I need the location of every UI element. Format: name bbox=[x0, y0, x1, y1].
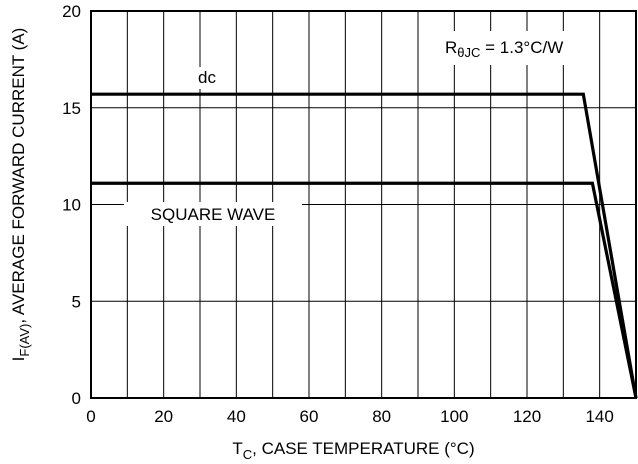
thermal-resistance-annotation: RθJC = 1.3°C/W bbox=[445, 38, 563, 60]
grid-lines bbox=[91, 11, 636, 398]
x-tick-label: 80 bbox=[372, 407, 391, 426]
series-label-square-wave: SQUARE WAVE bbox=[151, 205, 276, 224]
x-tick-label: 120 bbox=[513, 407, 541, 426]
x-tick-label: 40 bbox=[227, 407, 246, 426]
x-axis-label-symbol: T bbox=[232, 439, 242, 458]
square-wave-label-background bbox=[124, 202, 302, 226]
annotation-background bbox=[438, 31, 596, 65]
x-tick-label: 100 bbox=[440, 407, 468, 426]
dc-label-background bbox=[192, 67, 222, 89]
series-label-dc: dc bbox=[198, 68, 216, 87]
y-axis-label-text: , AVERAGE FORWARD CURRENT (A) bbox=[9, 28, 28, 324]
annotation-value: = 1.3°C/W bbox=[480, 38, 563, 57]
series-line-dc bbox=[91, 92, 638, 399]
annotation-symbol: R bbox=[445, 38, 457, 57]
x-axis-label-text: , CASE TEMPERATURE (°C) bbox=[252, 439, 474, 458]
y-tick-label: 10 bbox=[62, 196, 81, 215]
annotation-subscript: θJC bbox=[457, 45, 480, 60]
x-tick-label: 60 bbox=[300, 407, 319, 426]
y-tick-label: 0 bbox=[72, 389, 81, 408]
y-axis-label-symbol: I bbox=[9, 357, 28, 362]
x-axis-label: TC, CASE TEMPERATURE (°C) bbox=[232, 439, 474, 462]
y-tick-label: 20 bbox=[62, 2, 81, 21]
x-tick-label: 0 bbox=[86, 407, 95, 426]
x-axis-label-subscript: C bbox=[243, 447, 252, 462]
y-tick-labels: 0 5 10 15 20 bbox=[62, 2, 81, 408]
y-axis-label: IF(AV), AVERAGE FORWARD CURRENT (A) bbox=[9, 28, 32, 362]
x-tick-labels: 0 20 40 60 80 100 120 140 bbox=[86, 407, 614, 426]
series-layer bbox=[91, 92, 638, 399]
y-axis-label-subscript: F(AV) bbox=[17, 324, 32, 357]
y-tick-label: 15 bbox=[62, 99, 81, 118]
series-line-square-wave bbox=[91, 181, 638, 399]
plot-frame bbox=[90, 10, 637, 399]
x-tick-label: 140 bbox=[585, 407, 613, 426]
x-tick-label: 20 bbox=[154, 407, 173, 426]
y-tick-label: 5 bbox=[72, 292, 81, 311]
